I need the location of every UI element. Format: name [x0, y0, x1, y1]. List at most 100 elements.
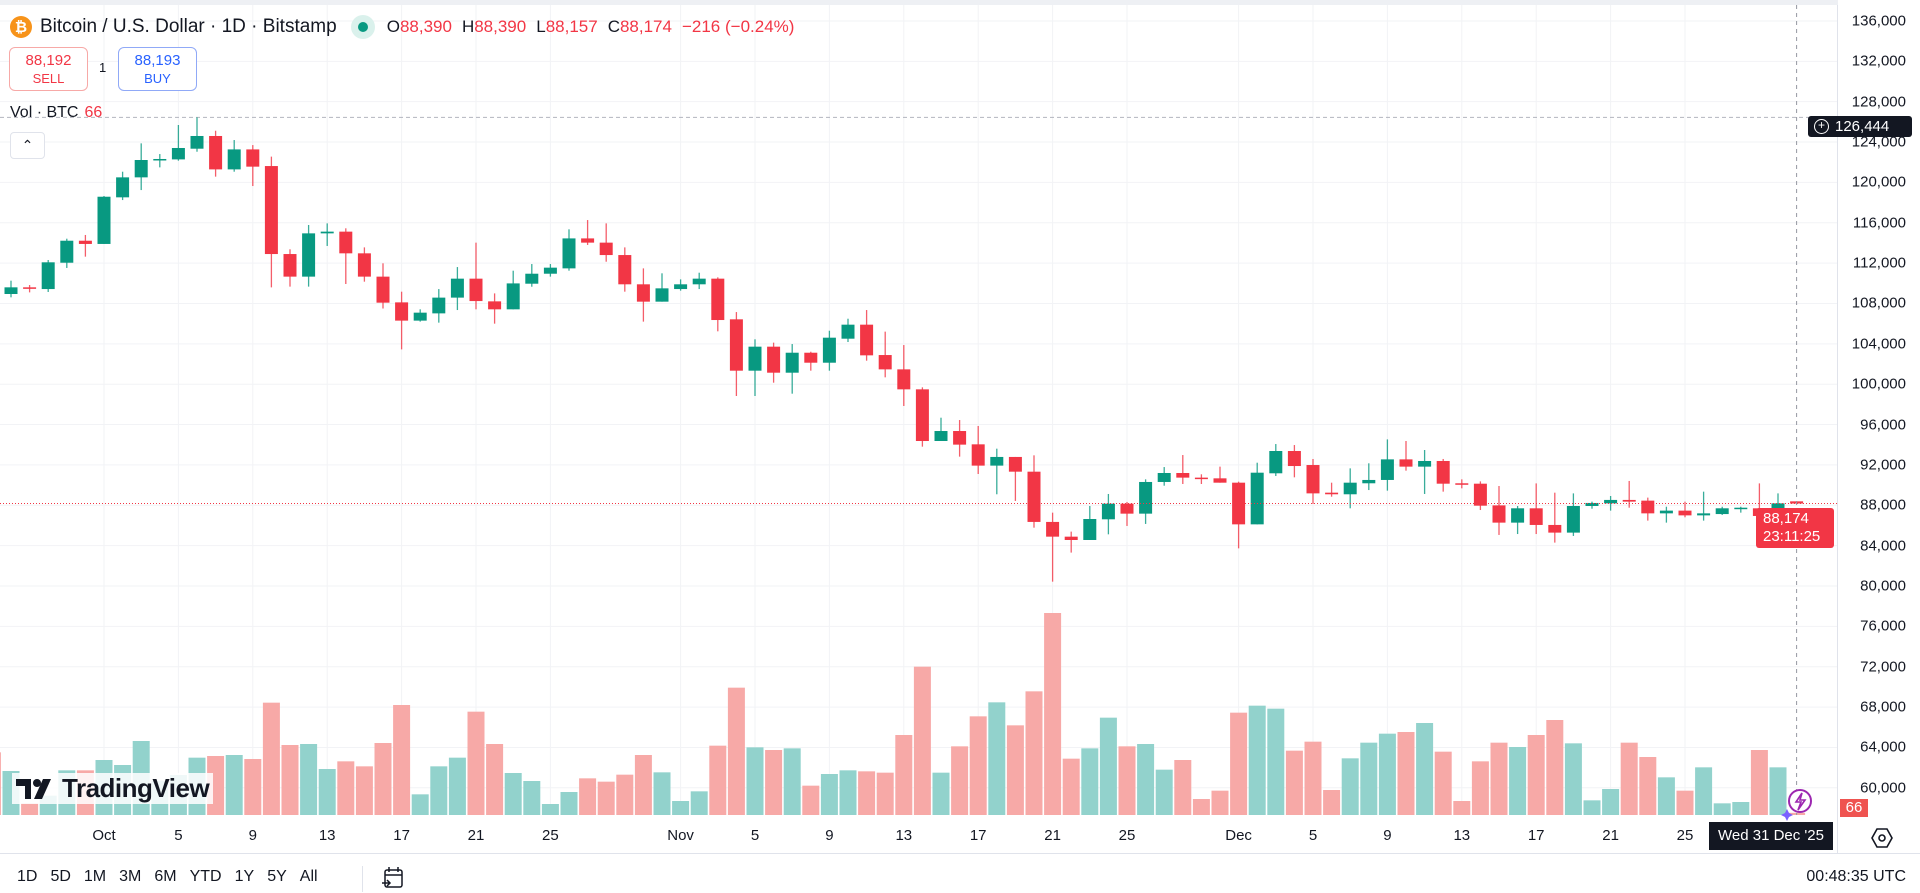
candle-body — [246, 149, 260, 167]
high-value: 88,390 — [474, 17, 527, 36]
price-tick-label: 64,000 — [1860, 738, 1906, 756]
candle-body — [878, 355, 892, 370]
candle-body — [1622, 499, 1636, 502]
candle-body — [581, 238, 595, 243]
symbol-title[interactable]: Bitcoin / U.S. Dollar · 1D · Bitstamp — [40, 16, 337, 37]
all-time-high-label[interactable]: + 126,444 — [1808, 116, 1912, 137]
time-tick-label: 9 — [1383, 827, 1392, 844]
volume-legend[interactable]: Vol · BTC 66 — [10, 104, 102, 122]
price-tick-label: 132,000 — [1851, 52, 1906, 70]
collapse-legend-button[interactable]: ⌃ — [10, 132, 45, 159]
market-open-indicator[interactable] — [350, 15, 375, 39]
candle-body — [636, 284, 650, 302]
toolbar-divider — [0, 853, 1920, 854]
volume-bar — [1341, 758, 1359, 815]
low-label: L — [536, 17, 546, 36]
time-tick-label: 13 — [1453, 827, 1471, 844]
sell-button[interactable]: 88,192 SELL — [9, 47, 88, 91]
volume-bar — [1620, 742, 1638, 815]
candle-body — [1139, 481, 1153, 514]
volume-bar — [21, 803, 39, 815]
candle-body — [283, 254, 297, 277]
buy-button[interactable]: 88,193 BUY — [118, 47, 197, 91]
volume-bar — [430, 766, 448, 815]
volume-bar — [281, 745, 299, 815]
sell-price: 88,192 — [25, 52, 72, 69]
volume-bar — [467, 711, 485, 815]
candle-body — [41, 262, 55, 290]
range-button-5d[interactable]: 5D — [50, 868, 71, 885]
open-label: O — [386, 17, 400, 36]
price-tick-label: 76,000 — [1860, 617, 1906, 635]
volume-bar — [448, 757, 466, 815]
candle-body — [1566, 505, 1580, 533]
utc-clock[interactable]: 00:48:35 UTC — [1806, 868, 1906, 885]
range-button-6m[interactable]: 6M — [154, 868, 177, 885]
price-tick-label: 88,000 — [1860, 496, 1906, 514]
volume-bar — [709, 745, 727, 815]
time-tick-label: 25 — [1118, 827, 1136, 844]
volume-bar — [672, 801, 690, 815]
range-button-1d[interactable]: 1D — [17, 868, 38, 885]
volume-bar — [1006, 725, 1024, 815]
candle-body — [1194, 477, 1208, 480]
candle-body — [1306, 465, 1320, 494]
range-button-1y[interactable]: 1Y — [234, 868, 255, 885]
candle-body — [990, 456, 1004, 466]
candle-body — [1659, 510, 1673, 514]
price-axis[interactable]: 136,000 132,000 128,000 124,000 120,000 116,0… — [1838, 0, 1920, 853]
volume-bar — [374, 743, 392, 815]
time-tick-label: 5 — [174, 827, 183, 844]
volume-bar — [0, 752, 1, 815]
plus-circle-icon[interactable]: + — [1814, 119, 1829, 134]
time-tick-label: 17 — [969, 827, 987, 844]
candle-body — [60, 240, 74, 263]
volume-bar — [1081, 748, 1099, 815]
price-chart[interactable] — [0, 0, 1838, 853]
candle-body — [1269, 450, 1283, 474]
time-tick-label: 21 — [467, 827, 485, 844]
candle-body — [1120, 503, 1134, 514]
grid-lines — [0, 5, 1838, 815]
volume-bar — [1583, 800, 1601, 815]
volume-bar — [1695, 767, 1713, 815]
calendar-goto-icon[interactable] — [380, 865, 406, 891]
candle-body — [1027, 471, 1041, 522]
volume-bar — [653, 772, 671, 815]
range-button-1m[interactable]: 1M — [83, 868, 107, 885]
volume-bar — [746, 747, 764, 815]
candle-body — [841, 324, 855, 339]
range-button-5y[interactable]: 5Y — [267, 868, 287, 885]
current-price-label: 88,174 23:11:25 — [1756, 508, 1834, 548]
candle-body — [1529, 508, 1543, 525]
tradingview-logo[interactable]: TradingView — [12, 773, 214, 804]
price-tick-label: 92,000 — [1860, 456, 1906, 474]
candle-body — [97, 196, 111, 244]
buy-price: 88,193 — [134, 52, 181, 69]
volume-bar — [895, 735, 913, 815]
candle-body — [413, 312, 427, 321]
range-button-3m[interactable]: 3M — [119, 868, 142, 885]
volume-bar — [1137, 744, 1155, 815]
axis-settings-icon[interactable] — [1870, 826, 1894, 850]
volume-bar — [634, 755, 652, 815]
volume-bar — [225, 755, 243, 815]
range-button-all[interactable]: All — [299, 868, 318, 885]
volume-bar — [690, 791, 708, 815]
lightning-assistant-icon[interactable] — [1780, 786, 1816, 822]
top-border — [0, 0, 1920, 5]
candle-body — [1715, 508, 1729, 515]
candle-body — [915, 389, 929, 442]
candle-body — [469, 278, 483, 302]
range-button-ytd[interactable]: YTD — [189, 868, 222, 885]
volume-bar — [1434, 751, 1452, 815]
candle-body — [822, 337, 836, 363]
price-change: −216 (−0.24%) — [681, 17, 795, 36]
candle-body — [302, 233, 316, 277]
close-label: C — [607, 17, 620, 36]
candle-body — [1083, 519, 1097, 540]
candle-body — [767, 346, 781, 373]
tradingview-logo-text: TradingView — [62, 773, 210, 803]
chevron-up-icon: ⌃ — [21, 137, 34, 153]
candle-body — [1585, 502, 1599, 506]
